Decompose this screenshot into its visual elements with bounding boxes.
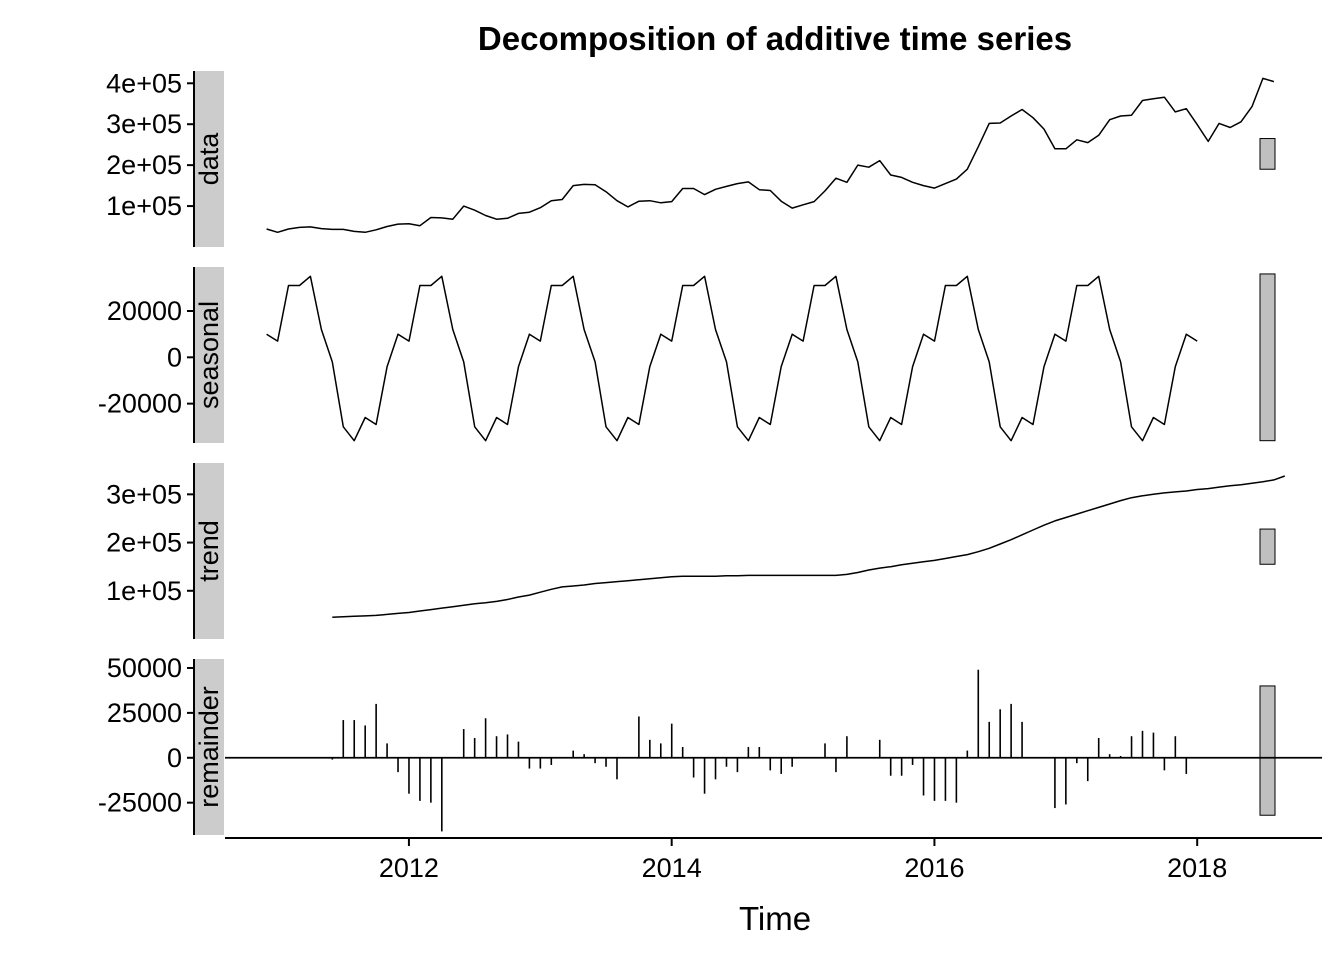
series-line-seasonal [266, 275, 1198, 442]
x-tick-label: 2016 [904, 853, 964, 883]
series-line-data [266, 77, 1275, 234]
strip-label-seasonal: seasonal [194, 301, 224, 409]
panel-remainder: remainder -25000 0 25000 50000 [98, 653, 1322, 835]
panel-seasonal: seasonal -20000 0 20000 [98, 267, 1276, 443]
strip-data [194, 71, 224, 247]
panels: data 1e+05 2e+05 3e+05 4e+05 seasonal -20000 0 2… [98, 68, 1322, 835]
y-tick-label-remainder: 0 [167, 743, 182, 773]
y-tick-label-seasonal: 0 [167, 342, 182, 372]
y-tick-label-seasonal: -20000 [98, 389, 182, 419]
y-tick-label-trend: 3e+05 [106, 479, 182, 509]
y-tick-label-remainder: 25000 [107, 698, 182, 728]
x-axis-label: Time [739, 900, 811, 937]
strip-trend [194, 463, 224, 639]
chart-title: Decomposition of additive time series [478, 20, 1072, 57]
strip-label-data: data [194, 132, 224, 186]
y-tick-label-trend: 1e+05 [106, 576, 182, 606]
y-tick-label-remainder: 50000 [107, 653, 182, 683]
panel-trend: trend 1e+05 2e+05 3e+05 [106, 463, 1286, 639]
scale-bar-trend [1259, 528, 1276, 565]
panel-data: data 1e+05 2e+05 3e+05 4e+05 [106, 68, 1276, 247]
x-tick-label: 2014 [642, 853, 702, 883]
strip-seasonal [194, 267, 224, 443]
x-tick-label: 2018 [1167, 853, 1227, 883]
scale-bar-remainder [1259, 685, 1276, 816]
y-tick-label-seasonal: 20000 [107, 296, 182, 326]
strip-label-trend: trend [194, 520, 224, 582]
x-tick-label: 2012 [379, 853, 439, 883]
y-tick-label-data: 4e+05 [106, 68, 182, 98]
y-tick-label-data: 1e+05 [106, 191, 182, 221]
y-tick-label-trend: 2e+05 [106, 528, 182, 558]
series-line-trend [332, 475, 1286, 619]
y-tick-label-data: 2e+05 [106, 150, 182, 180]
scale-bar-seasonal [1259, 273, 1276, 442]
y-tick-label-data: 3e+05 [106, 109, 182, 139]
strip-label-remainder: remainder [194, 686, 224, 808]
x-axis: 2012 2014 2016 2018 [225, 837, 1322, 883]
strip-remainder [194, 659, 224, 835]
scale-bar-data [1259, 138, 1276, 170]
y-tick-label-remainder: -25000 [98, 788, 182, 818]
